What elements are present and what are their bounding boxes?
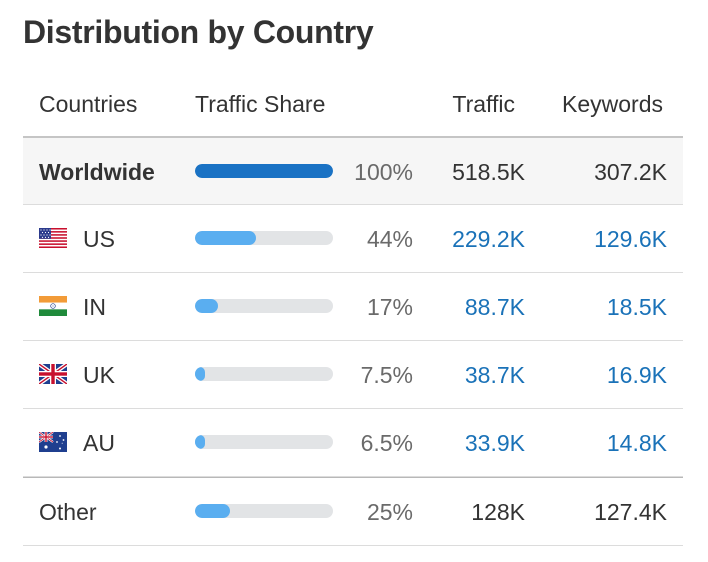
- table-row-au: AU 6.5% 33.9K 14.8K: [23, 409, 683, 477]
- traffic-share-percent: 6.5%: [360, 430, 413, 456]
- keywords-link[interactable]: 129.6K: [594, 226, 667, 252]
- column-header-countries: Countries: [39, 91, 138, 117]
- traffic-share-bar: [195, 231, 333, 245]
- traffic-share-fill: [195, 504, 230, 518]
- traffic-share-bar: [195, 435, 333, 449]
- traffic-share-fill: [195, 367, 206, 381]
- india-flag-icon: [39, 296, 67, 316]
- traffic-share-percent: 100%: [354, 159, 413, 185]
- country-distribution-table: Countries Traffic Share Traffic Keywords…: [23, 68, 683, 546]
- us-flag-icon: [39, 228, 67, 248]
- traffic-link[interactable]: 229.2K: [452, 226, 525, 252]
- traffic-share-fill: [195, 435, 205, 449]
- keywords-value: 307.2K: [594, 159, 667, 185]
- traffic-link[interactable]: 33.9K: [464, 430, 525, 456]
- keywords-link[interactable]: 16.9K: [606, 362, 667, 388]
- traffic-share-fill: [195, 164, 333, 178]
- table-row-us: US 44% 229.2K 129.6K: [23, 205, 683, 273]
- traffic-share-fill: [195, 299, 219, 313]
- traffic-link[interactable]: 38.7K: [464, 362, 525, 388]
- traffic-share-percent: 7.5%: [360, 362, 413, 388]
- traffic-share-bar: [195, 367, 333, 381]
- traffic-share-bar: [195, 504, 333, 518]
- table-row-worldwide: Worldwide 100% 518.5K 307.2K: [23, 138, 683, 205]
- table-row-uk: UK 7.5% 38.7K 16.9K: [23, 341, 683, 409]
- column-header-traffic: Traffic: [452, 91, 515, 117]
- row-name: Other: [39, 499, 97, 525]
- traffic-value: 128K: [471, 499, 525, 525]
- traffic-share-percent: 44%: [366, 226, 413, 252]
- country-code: US: [83, 226, 115, 252]
- keywords-link[interactable]: 14.8K: [606, 430, 667, 456]
- country-code: UK: [83, 362, 115, 388]
- traffic-share-bar: [195, 299, 333, 313]
- column-header-traffic-share: Traffic Share: [195, 91, 326, 117]
- traffic-link[interactable]: 88.7K: [464, 294, 525, 320]
- country-code: AU: [83, 430, 115, 456]
- australia-flag-icon: [39, 432, 67, 452]
- column-header-keywords: Keywords: [562, 91, 663, 117]
- widget-title: Distribution by Country: [23, 14, 374, 50]
- country-code: IN: [83, 294, 106, 320]
- uk-flag-icon: [39, 364, 67, 384]
- table-header: Countries Traffic Share Traffic Keywords: [23, 68, 683, 138]
- traffic-share-percent: 25%: [366, 499, 413, 525]
- row-name: Worldwide: [39, 159, 155, 185]
- table-row-other: Other 25% 128K 127.4K: [23, 477, 683, 546]
- traffic-share-percent: 17%: [366, 294, 413, 320]
- keywords-value: 127.4K: [594, 499, 667, 525]
- traffic-value: 518.5K: [452, 159, 525, 185]
- traffic-share-bar: [195, 164, 333, 178]
- keywords-link[interactable]: 18.5K: [606, 294, 667, 320]
- traffic-share-fill: [195, 231, 256, 245]
- table-row-in: IN 17% 88.7K 18.5K: [23, 273, 683, 341]
